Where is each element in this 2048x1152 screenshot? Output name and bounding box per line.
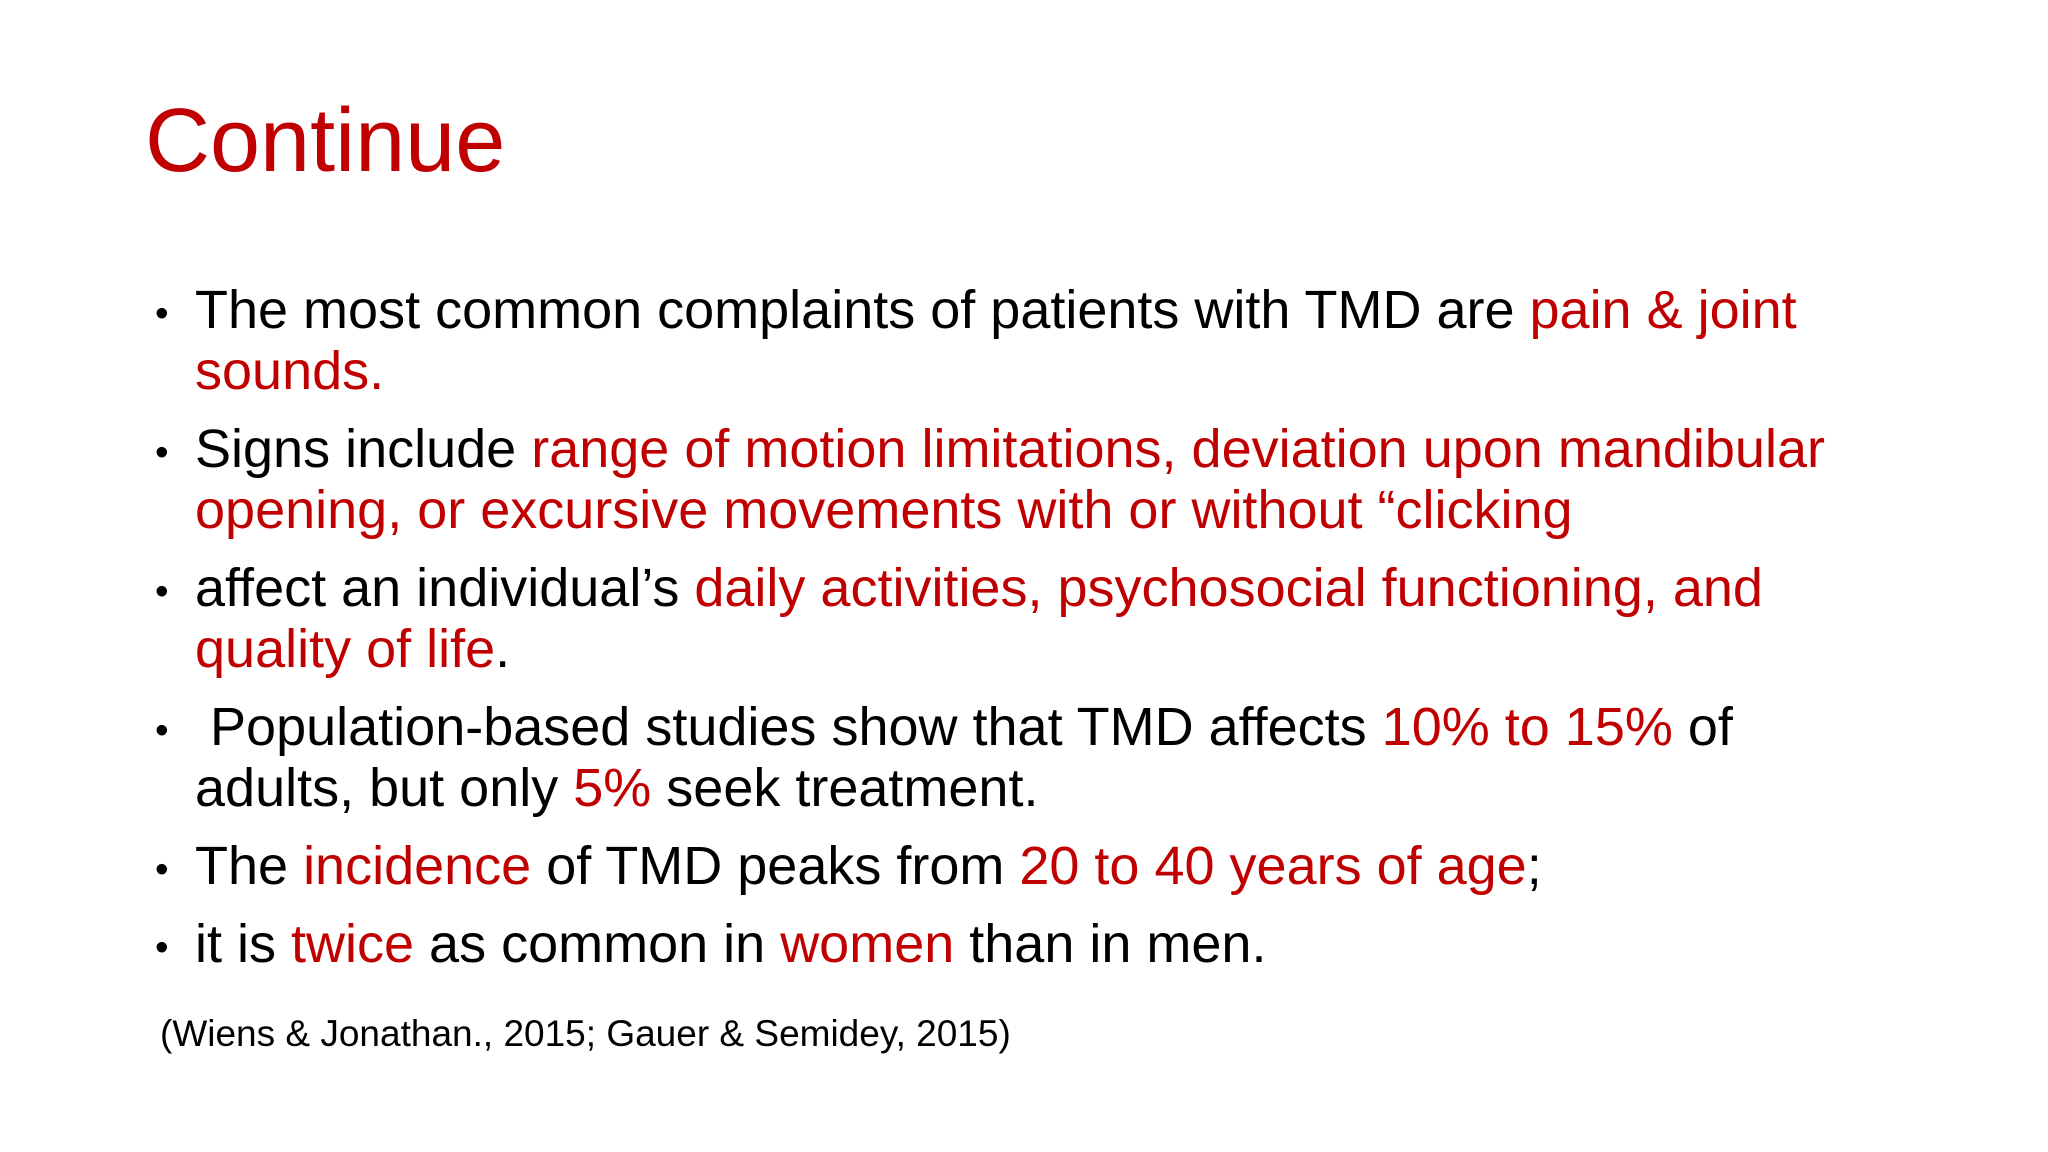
bullet-text-run: daily activities, psychosocial functioni… [694, 558, 1763, 619]
bullet-marker: • [155, 848, 169, 892]
bullet-text-run: pain & joint [1529, 280, 1797, 340]
bullet-text-run: The most common complaints of patients w… [195, 280, 1530, 340]
bullet-text-run: seek treatment. [651, 758, 1039, 819]
bullet-text-run: of [1672, 697, 1733, 758]
bullet-item: • it is twice as common in women than in … [155, 914, 1915, 975]
bullet-marker: • [155, 292, 169, 335]
bullet-text-run: 5% [573, 758, 652, 819]
bullet-marker: • [155, 926, 169, 970]
bullet-marker: • [155, 709, 169, 753]
bullet-text-run: adults, but only [195, 758, 574, 819]
bullet-text-run: as common in [414, 914, 781, 975]
bullet-text-run: Population-based studies show that TMD a… [195, 697, 1382, 758]
bullet-marker: • [155, 570, 169, 614]
bullet-text-run: 10% to 15% [1381, 697, 1673, 758]
bullet-list: • The most common complaints of patients … [155, 280, 1915, 992]
slide-title: Continue [145, 91, 506, 191]
citation-text: (Wiens & Jonathan., 2015; Gauer & Semide… [160, 1013, 1011, 1054]
bullet-text-run: than in men. [954, 914, 1267, 975]
bullet-text-run: 20 to 40 years of age [1019, 836, 1527, 897]
bullet-text-run: sounds. [195, 341, 385, 402]
bullet-text-run: it is [195, 914, 292, 975]
bullet-text-run: of TMD peaks from [531, 836, 1020, 897]
bullet-text-run: opening, or excursive movements with or … [195, 480, 1573, 541]
bullet-text-run: women [780, 914, 955, 975]
bullet-text-run: quality of life [195, 619, 496, 680]
bullet-item: • The most common complaints of patients … [155, 280, 1915, 402]
bullet-text-run: range of motion limitations, deviation u… [531, 419, 1825, 480]
bullet-text-run: twice [291, 914, 415, 975]
bullet-text-run: ; [1526, 836, 1542, 897]
bullet-item: • Signs include range of motion limitatio… [155, 419, 1915, 541]
bullet-item: • The incidence of TMD peaks from 20 to 4… [155, 836, 1915, 897]
bullet-text-run: Signs include [195, 419, 532, 480]
bullet-item: • Population-based studies show that TMD… [155, 697, 1915, 819]
bullet-text-run: The [195, 836, 304, 897]
bullet-marker: • [155, 431, 169, 475]
bullet-text-run: . [495, 619, 511, 680]
bullet-text-run: affect an individual’s [195, 558, 695, 619]
bullet-item: • affect an individual’s daily activities… [155, 558, 1915, 680]
bullet-text-run: incidence [303, 836, 532, 897]
